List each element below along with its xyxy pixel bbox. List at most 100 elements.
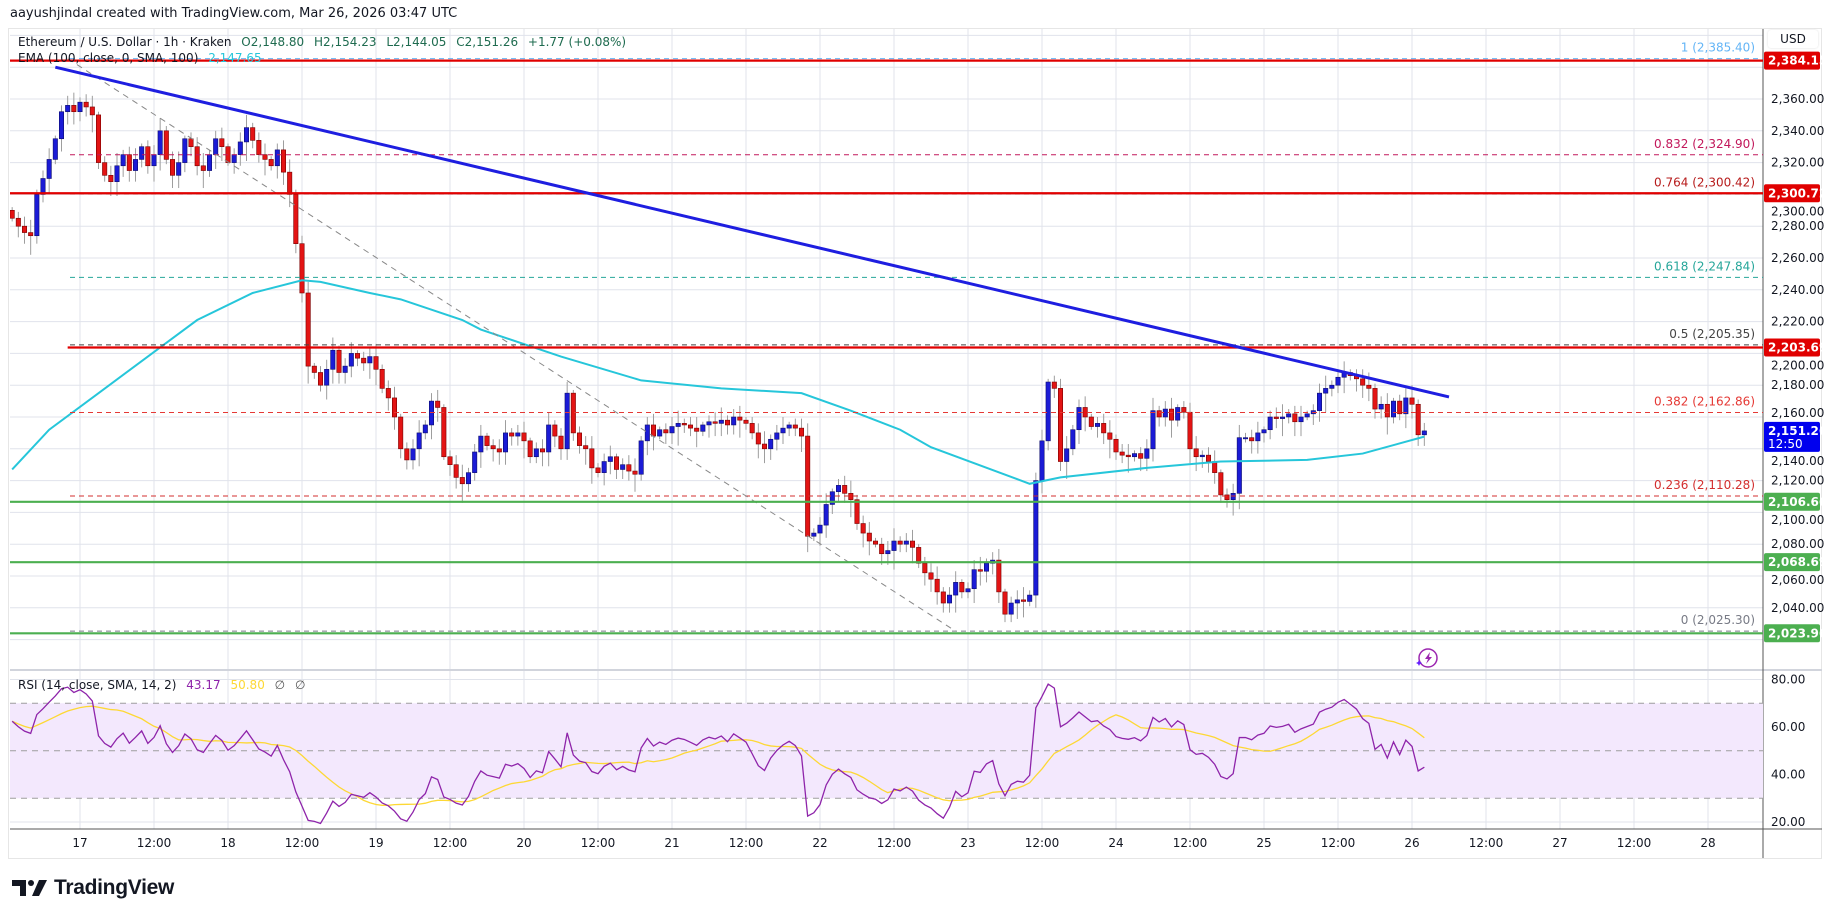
candle-up-body	[1199, 454, 1205, 458]
candle-up-body	[1304, 413, 1310, 418]
candle-down-body	[459, 477, 465, 485]
currency-button[interactable]: USD	[1768, 30, 1818, 48]
candle-up-body	[465, 472, 471, 485]
price-tick-label: 2,160.00	[1771, 406, 1824, 420]
candle	[644, 417, 650, 456]
candle-down-body	[385, 388, 391, 399]
candle	[305, 281, 311, 384]
rsi-label[interactable]: RSI (14, close, SMA, 14, 2)	[18, 678, 177, 692]
candle	[743, 417, 749, 430]
candle	[1372, 383, 1378, 419]
candle-up-body	[903, 540, 909, 545]
candle	[965, 582, 971, 599]
candle-up-body	[207, 154, 213, 171]
candle	[515, 424, 521, 446]
candle-down-body	[1292, 413, 1298, 423]
candle-down-body	[650, 424, 656, 437]
candle-up-body	[367, 356, 373, 364]
candle-up-body	[1076, 407, 1082, 431]
symbol-title[interactable]: Ethereum / U.S. Dollar · 1h · Kraken	[18, 35, 232, 49]
candle-up-body	[1014, 599, 1020, 604]
candle	[139, 143, 145, 168]
candle	[200, 153, 206, 189]
candle-up-body	[1267, 416, 1273, 431]
candle	[410, 439, 416, 470]
ema-label[interactable]: EMA (100, close, 0, SMA, 100)	[18, 51, 199, 65]
chart-frame	[8, 28, 1822, 859]
ema-legend[interactable]: EMA (100, close, 0, SMA, 100) 2,147.65	[18, 51, 268, 65]
change-value: +1.77 (+0.08%)	[527, 35, 627, 49]
candle	[558, 428, 564, 460]
candle-up-body	[342, 365, 348, 373]
rsi-legend[interactable]: RSI (14, close, SMA, 14, 2) 43.17 50.80 …	[18, 678, 311, 692]
candle-up-body	[1236, 437, 1242, 494]
support-price-badge: 2,106.66	[1768, 495, 1827, 509]
candle-up-body	[1286, 413, 1292, 418]
candle	[1076, 399, 1082, 445]
time-tick-label: 12:00	[1469, 836, 1504, 850]
candle-down-body	[1249, 437, 1255, 442]
candle-up-body	[774, 432, 780, 440]
candle	[237, 132, 243, 166]
candle-down-body	[934, 578, 940, 593]
candle-down-body	[28, 232, 34, 237]
open-value: O2,148.80	[241, 35, 305, 49]
candle-down-body	[299, 243, 305, 294]
candle	[1138, 447, 1144, 472]
candle-up-body	[780, 427, 786, 434]
candle	[1286, 409, 1292, 424]
candle-up-body	[502, 432, 508, 453]
candle	[1218, 469, 1224, 503]
candle	[1249, 429, 1255, 454]
candle	[1206, 447, 1212, 473]
candle	[10, 207, 15, 222]
sparkle	[1416, 660, 1422, 666]
trendline	[54, 65, 1450, 399]
candle-up-body	[324, 368, 330, 386]
fib-level-label: 1 (2,385.40)	[1681, 41, 1755, 55]
candle	[891, 528, 897, 570]
tradingview-logo[interactable]: TradingView	[12, 876, 174, 900]
candle-down-body	[311, 365, 317, 373]
candle-down-body	[447, 456, 453, 465]
candle-up-body	[700, 424, 706, 432]
symbol-legend[interactable]: Ethereum / U.S. Dollar · 1h · Kraken O2,…	[18, 35, 632, 49]
candle-up-body	[817, 524, 823, 534]
candle	[663, 423, 669, 445]
candle	[447, 450, 453, 476]
candle-down-body	[558, 435, 564, 450]
candle	[1095, 417, 1101, 438]
candle-down-body	[866, 532, 872, 542]
time-tick-label: 17	[72, 836, 87, 850]
candle-up-body	[120, 154, 126, 167]
candle	[1409, 385, 1415, 419]
time-tick-label: 21	[664, 836, 679, 850]
candle	[133, 148, 139, 182]
candle-down-body	[792, 424, 798, 429]
candle	[953, 571, 959, 613]
candle-down-body	[897, 540, 903, 545]
candle	[1008, 596, 1014, 623]
candle	[1175, 404, 1181, 427]
candle	[527, 437, 533, 464]
candle-up-body	[706, 421, 712, 426]
candle-down-body	[96, 114, 102, 163]
alert-circle	[1418, 648, 1438, 668]
candle-down-body	[219, 138, 225, 147]
candle	[1002, 588, 1008, 623]
candle	[1082, 396, 1088, 432]
time-tick-label: 12:00	[877, 836, 912, 850]
candle	[909, 529, 915, 564]
candle	[114, 153, 120, 196]
candle	[1212, 450, 1218, 484]
candle-down-body	[441, 407, 447, 458]
candle	[811, 528, 817, 542]
time-tick-label: 12:00	[1173, 836, 1208, 850]
candle-up-body	[1150, 410, 1156, 450]
candle	[552, 420, 558, 448]
candle	[219, 127, 225, 162]
candle-up-body	[1095, 423, 1101, 427]
candle	[959, 579, 965, 599]
candle	[638, 436, 644, 481]
